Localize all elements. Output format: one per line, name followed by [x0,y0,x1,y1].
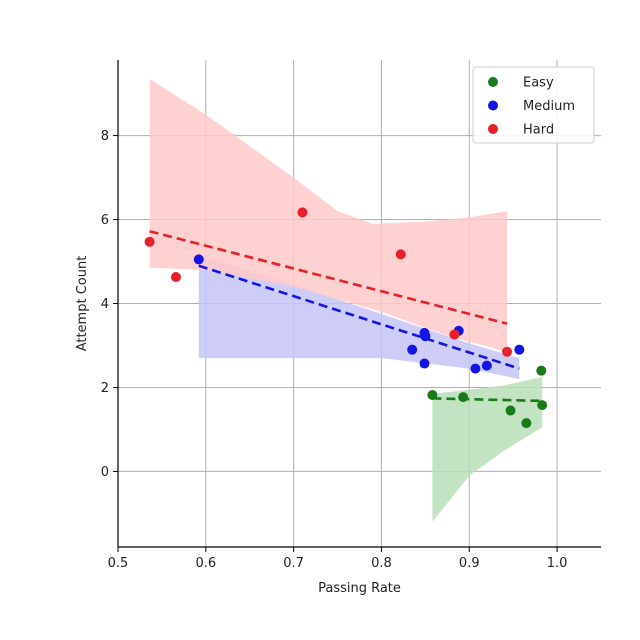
data-point-hard [170,272,181,283]
legend: Easy Medium Hard [472,66,595,144]
x-tick-label: 0.8 [371,556,392,571]
data-point-easy [427,390,438,401]
x-tick-label: 0.5 [108,556,129,571]
data-point-hard [395,249,406,260]
data-point-easy [521,418,532,429]
y-tick-label: 0 [101,465,109,480]
legend-marker-medium [488,100,498,111]
data-point-easy [536,365,547,376]
x-tick-label: 0.7 [283,556,304,571]
data-point-medium [193,254,204,265]
data-point-medium [419,358,430,369]
x-tick-label: 1.0 [547,556,568,571]
regression-line-easy [432,397,543,403]
regression-line-medium [198,264,520,370]
x-axis-label: Passing Rate [318,581,401,596]
data-point-hard [297,207,308,218]
data-point-hard [449,329,460,340]
data-point-medium [514,344,525,355]
tick-labels: 0.5 0.6 0.7 0.8 0.9 1.0 0 2 4 6 8 [101,129,568,571]
legend-items: Easy Medium Hard [488,76,575,138]
confidence-bands [149,78,543,522]
data-point-medium [420,331,431,342]
data-point-medium [481,360,492,371]
x-tick-label: 0.6 [195,556,216,571]
data-point-medium [407,344,418,355]
y-tick-label: 8 [101,129,109,144]
legend-marker-hard [488,124,498,134]
data-point-easy [505,405,516,416]
data-point-medium [470,363,481,374]
data-point-hard [144,236,155,247]
data-point-easy [458,392,469,403]
regression-line-hard [149,230,508,325]
legend-label-easy: Easy [523,76,554,91]
y-tick-label: 6 [101,213,109,228]
y-tick-label: 4 [101,297,109,312]
legend-label-medium: Medium [523,99,575,114]
confidence-band-hard [149,78,507,352]
data-point-easy [537,400,548,411]
legend-marker-easy [488,77,498,87]
x-tick-label: 0.9 [459,556,480,571]
regression-lines [149,230,543,403]
data-point-hard [502,346,513,357]
data-points [144,207,548,429]
legend-label-hard: Hard [523,123,554,138]
y-tick-label: 2 [101,381,109,396]
legend-box [472,66,595,144]
y-axis-label: Attempt Count [75,256,90,352]
